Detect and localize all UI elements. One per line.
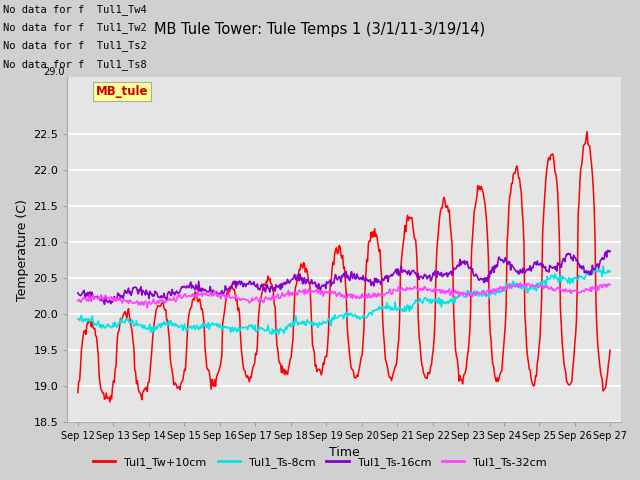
Text: No data for f  Tul1_Ts8: No data for f Tul1_Ts8: [3, 59, 147, 70]
Legend: Tul1_Tw+10cm, Tul1_Ts-8cm, Tul1_Ts-16cm, Tul1_Ts-32cm: Tul1_Tw+10cm, Tul1_Ts-8cm, Tul1_Ts-16cm,…: [89, 452, 551, 472]
Text: 29.0: 29.0: [44, 67, 65, 77]
X-axis label: Time: Time: [328, 445, 360, 458]
Text: MB Tule Tower: Tule Temps 1 (3/1/11-3/19/14): MB Tule Tower: Tule Temps 1 (3/1/11-3/19…: [154, 22, 486, 36]
Y-axis label: Temperature (C): Temperature (C): [16, 199, 29, 300]
Text: MB_tule: MB_tule: [95, 85, 148, 98]
Text: No data for f  Tul1_Ts2: No data for f Tul1_Ts2: [3, 40, 147, 51]
Text: No data for f  Tul1_Tw2: No data for f Tul1_Tw2: [3, 22, 147, 33]
Text: No data for f  Tul1_Tw4: No data for f Tul1_Tw4: [3, 4, 147, 15]
